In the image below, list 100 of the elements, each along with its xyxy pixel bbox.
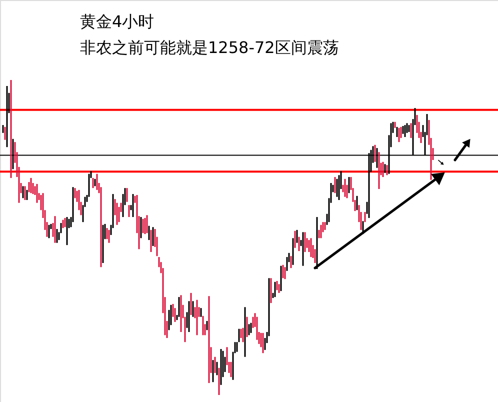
candlestick [174, 308, 176, 322]
candlestick [284, 267, 286, 280]
candlestick [106, 228, 108, 240]
candlestick [116, 202, 118, 225]
candlestick [384, 164, 386, 173]
candlestick [94, 178, 96, 186]
candlestick [244, 307, 246, 357]
candlestick [200, 308, 202, 317]
candlestick [74, 188, 76, 198]
candlestick [256, 316, 258, 340]
candlestick [196, 300, 198, 336]
candlestick [26, 190, 28, 200]
candlestick [28, 182, 30, 192]
candlestick [282, 264, 284, 278]
candlestick [408, 125, 410, 132]
candlestick [208, 296, 210, 384]
candlestick [334, 177, 336, 194]
candlestick [404, 125, 406, 138]
candlestick [146, 215, 148, 234]
candlestick [286, 257, 288, 271]
candlestick [212, 360, 214, 382]
candlestick [290, 256, 292, 268]
candlestick [240, 328, 242, 338]
candlestick [314, 249, 316, 264]
candlestick [236, 342, 238, 352]
candlestick [248, 324, 250, 336]
candlestick [180, 295, 182, 332]
candlestick [280, 266, 282, 292]
candlestick [216, 362, 218, 376]
candlestick [274, 282, 276, 298]
candlestick [62, 220, 64, 228]
candlestick [108, 230, 110, 243]
candlestick [148, 226, 150, 240]
candlestick [298, 236, 300, 252]
candlestick [10, 80, 12, 178]
candlestick [406, 123, 408, 133]
candlestick [310, 238, 312, 258]
candlestick [220, 349, 222, 385]
candlestick [246, 316, 248, 338]
candlestick [276, 280, 278, 290]
candlestick [252, 316, 254, 328]
candlestick [54, 216, 56, 243]
candlestick [396, 126, 398, 138]
candlestick [336, 178, 338, 197]
candlestick [242, 328, 244, 342]
candlestick [140, 217, 142, 238]
candlestick [118, 206, 120, 222]
candlestick [102, 224, 104, 264]
chart-title: 黄金4小时 [80, 12, 154, 31]
candlestick [230, 362, 232, 378]
candlestick [56, 228, 58, 243]
candlestick [338, 175, 340, 200]
candlestick [178, 297, 180, 317]
candlestick [132, 194, 134, 218]
candlestick [302, 232, 304, 266]
chart-subtitle: 非农之前可能就是1258-72区间震荡 [80, 38, 339, 57]
candlestick [152, 227, 154, 246]
candlestick [262, 332, 264, 354]
candlestick [398, 128, 400, 142]
candlestick [128, 205, 130, 218]
candlestick [142, 218, 144, 234]
candlestick [190, 292, 192, 315]
candlestick [22, 186, 24, 198]
candlestick [100, 187, 102, 268]
candlestick [382, 162, 384, 178]
candlestick [24, 186, 26, 200]
candlestick [214, 356, 216, 373]
candlestick [48, 224, 50, 238]
candlestick [270, 278, 272, 304]
candlestick [378, 152, 380, 189]
candlestick [320, 224, 322, 238]
candlestick [64, 218, 66, 228]
candlestick [278, 284, 280, 293]
candlestick [202, 316, 204, 336]
candlestick [292, 238, 294, 265]
candlestick [150, 230, 152, 252]
candlestick [218, 368, 220, 395]
candlestick [126, 188, 128, 202]
candlestick [410, 123, 412, 138]
candlestick [4, 126, 6, 140]
candlestick [386, 165, 388, 176]
candlestick [2, 125, 4, 133]
candlestick [144, 218, 146, 234]
candlestick [206, 320, 208, 330]
candlestick [250, 322, 252, 333]
candlestick [294, 230, 296, 248]
candlestick [36, 184, 38, 203]
candlestick [238, 328, 240, 342]
candlestick [394, 122, 396, 128]
candlestick [192, 301, 194, 317]
candlestick [364, 212, 366, 222]
candlestick [296, 230, 298, 243]
candlestick [66, 217, 68, 246]
candlestick [96, 174, 98, 190]
candlestick [324, 222, 326, 230]
candlestick [92, 178, 94, 188]
candlestick [356, 196, 358, 210]
candlestick [400, 126, 402, 138]
candlestick [6, 86, 8, 148]
candlestick [402, 126, 404, 134]
